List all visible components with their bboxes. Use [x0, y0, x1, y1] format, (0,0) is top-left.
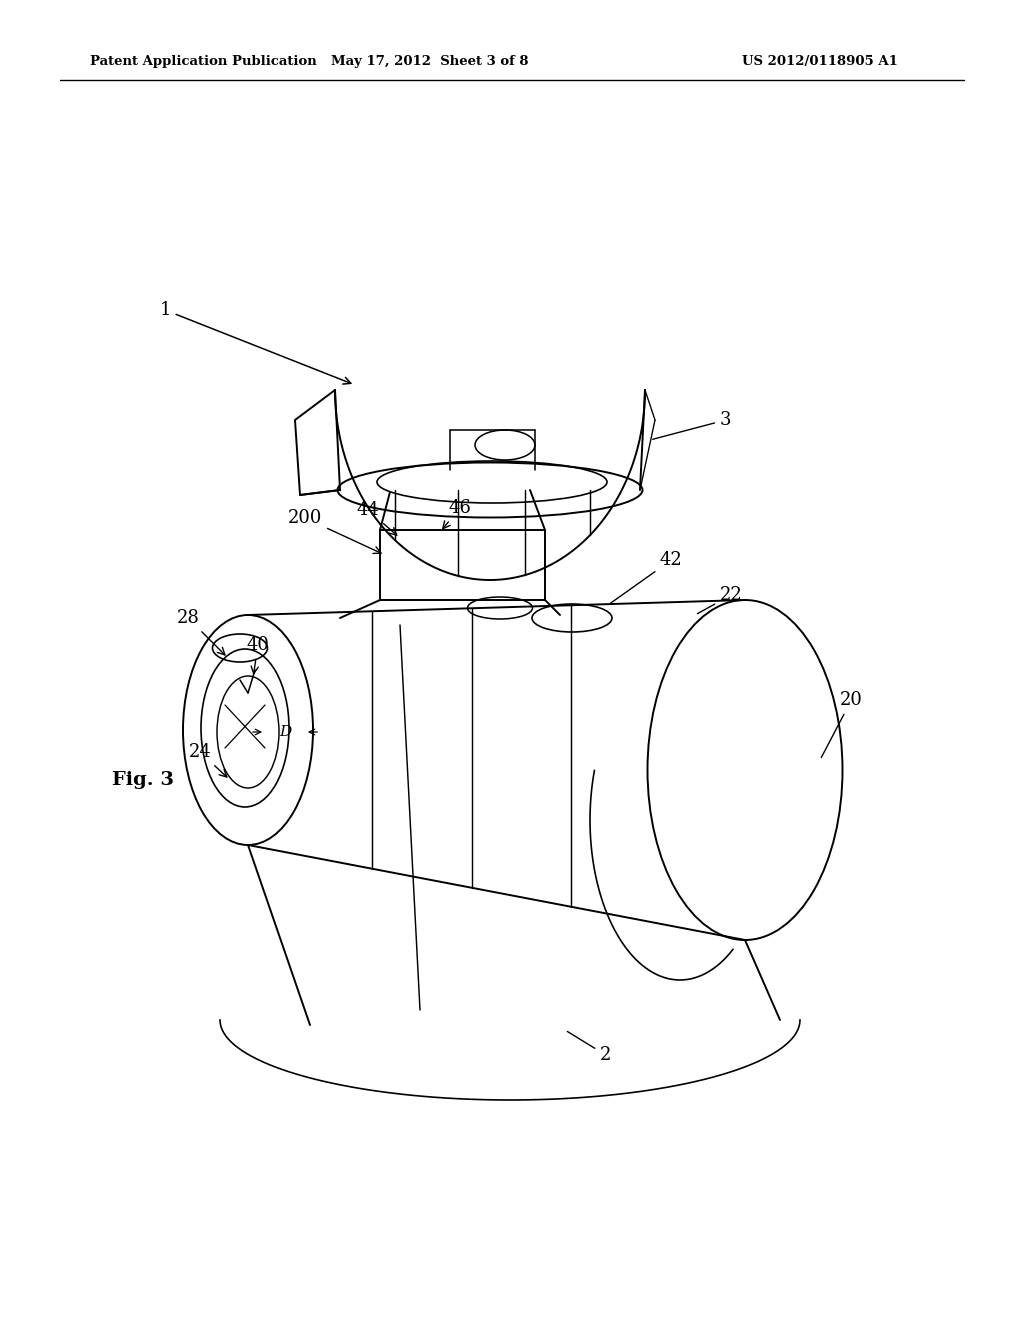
Text: 24: 24 [188, 743, 227, 777]
Text: 1: 1 [160, 301, 351, 384]
Text: Fig. 3: Fig. 3 [112, 771, 174, 789]
Text: D: D [279, 725, 291, 739]
Text: US 2012/0118905 A1: US 2012/0118905 A1 [742, 55, 898, 69]
Text: Patent Application Publication: Patent Application Publication [90, 55, 316, 69]
Text: 2: 2 [567, 1031, 611, 1064]
Text: 44: 44 [356, 502, 396, 535]
Text: 200: 200 [288, 510, 381, 553]
Text: 28: 28 [176, 609, 225, 655]
Text: 22: 22 [697, 586, 742, 614]
Text: 46: 46 [442, 499, 471, 529]
Text: May 17, 2012  Sheet 3 of 8: May 17, 2012 Sheet 3 of 8 [331, 55, 528, 69]
Text: 40: 40 [247, 636, 269, 673]
Text: 42: 42 [610, 550, 683, 603]
Text: 20: 20 [821, 690, 863, 758]
Text: 3: 3 [652, 411, 731, 440]
